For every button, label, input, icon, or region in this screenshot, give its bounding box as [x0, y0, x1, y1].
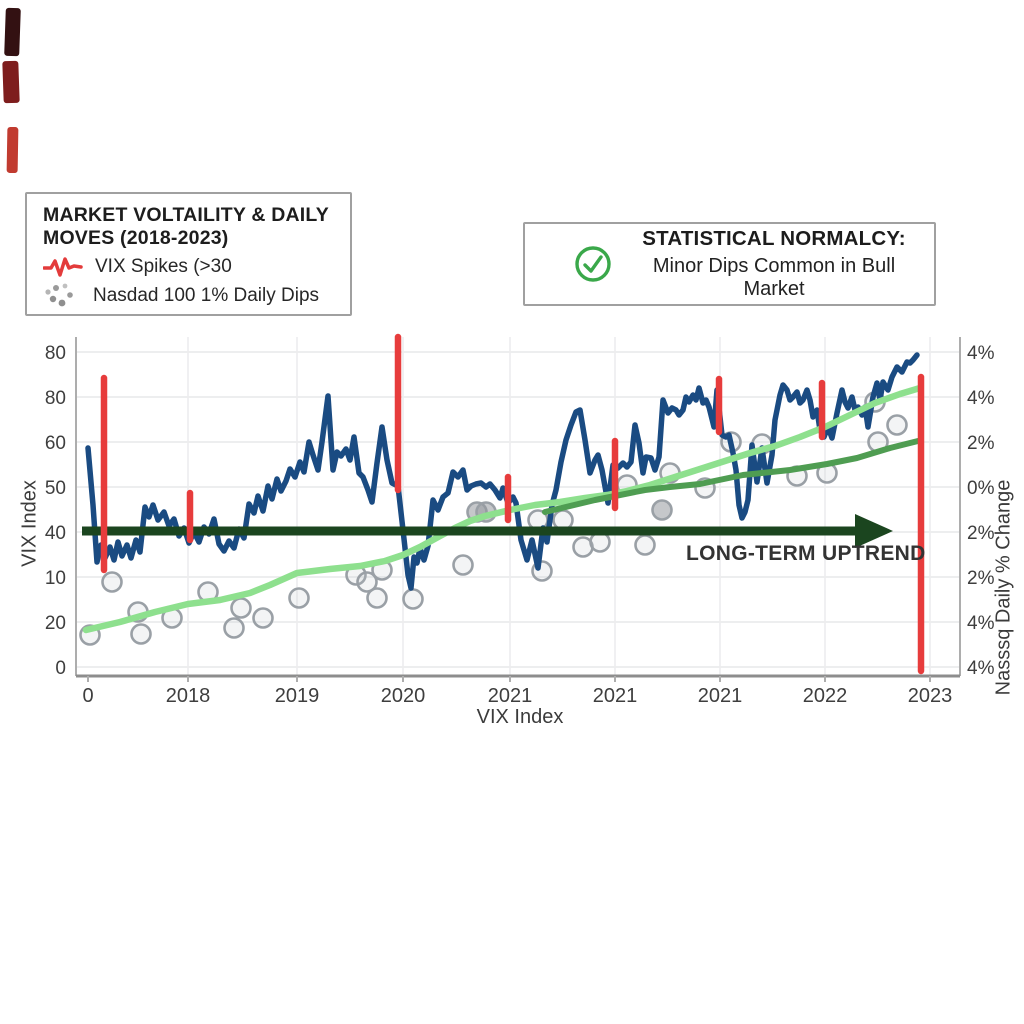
x-tick-label: 2023: [908, 685, 953, 707]
series-nasdaq-trend-dark-green-: [542, 438, 921, 515]
vix-spike-line-icon: [43, 257, 83, 277]
y-right-tick-label: 4%: [967, 388, 995, 409]
legend-item-vix-label: VIX Spikes (>30: [95, 256, 232, 277]
legend-item-nasdaq-label: Nasdad 100 1% Daily Dips: [93, 285, 320, 306]
x-tick-label: 2021: [698, 685, 743, 707]
legend-title-line1: MARKET VOLTAILITY & DAILY: [43, 204, 329, 226]
y-left-tick-label: 80: [45, 388, 66, 409]
y-right-tick-label: 2%: [967, 433, 995, 454]
y-left-tick-label: 80: [45, 343, 66, 364]
daily-dip-dot: [130, 623, 152, 645]
y-left-tick-label: 40: [45, 523, 66, 544]
daily-dip-dot: [651, 499, 673, 521]
legend-item-nasdaq-dips: Nasdad 100 1% Daily Dips: [43, 283, 338, 309]
y-left-tick-label: 50: [45, 478, 66, 499]
edge-artifact-1: [4, 7, 21, 57]
y-right-tick-label: 2%: [967, 568, 995, 589]
daily-dip-dot: [252, 607, 274, 629]
y-left-tick-label: 10: [45, 568, 66, 589]
callout-title: STATISTICAL NORMALCY:: [642, 227, 906, 250]
callout-subtitle: Minor Dips Common in Bull Market: [652, 255, 896, 300]
daily-dip-dot: [288, 587, 310, 609]
legend-title-line2: MOVES (2018-2023): [43, 227, 229, 249]
long-term-uptrend-label: LONG-TERM UPTREND: [686, 542, 926, 565]
statistical-normalcy-callout: STATISTICAL NORMALCY: Minor Dips Common …: [523, 222, 936, 306]
y-axis-title-left: VIX Index: [18, 480, 41, 567]
y-right-tick-label: 0%: [967, 478, 995, 499]
y-right-tick-label: 4%: [967, 343, 995, 364]
check-circle-icon: [575, 246, 611, 282]
daily-dip-dot: [356, 571, 378, 593]
uptrend-arrow-head: [855, 514, 893, 548]
daily-dip-dot: [452, 554, 474, 576]
y-right-tick-label: 4%: [967, 658, 995, 679]
legend-item-vix-spikes: VIX Spikes (>30: [43, 255, 338, 279]
x-tick-label: 2019: [275, 685, 320, 707]
edge-artifact-2: [2, 60, 20, 104]
x-tick-label: 0: [82, 685, 93, 707]
x-tick-label: 2022: [803, 685, 848, 707]
daily-dip-dot: [886, 414, 908, 436]
daily-dip-dot: [634, 534, 656, 556]
x-tick-label: 2020: [381, 685, 426, 707]
daily-dip-dot: [101, 571, 123, 593]
y-left-tick-label: 60: [45, 433, 66, 454]
daily-dip-dot: [366, 587, 388, 609]
y-axis-title-right: Nasssq Daily % Change: [992, 479, 1015, 696]
scatter-dots-icon: [45, 283, 73, 307]
y-left-tick-label: 0: [55, 658, 66, 679]
y-left-tick-label: 20: [45, 613, 66, 634]
daily-dip-dot: [402, 588, 424, 610]
x-tick-label: 2021: [488, 685, 533, 707]
x-tick-label: 2018: [166, 685, 211, 707]
y-right-tick-label: 4%: [967, 613, 995, 634]
daily-dip-dot: [223, 617, 245, 639]
daily-dip-dot: [230, 597, 252, 619]
edge-artifact-3: [6, 126, 19, 174]
callout-text: STATISTICAL NORMALCY: Minor Dips Common …: [630, 227, 934, 301]
x-axis-title: VIX Index: [476, 706, 564, 728]
y-right-tick-label: 2%: [967, 523, 995, 544]
legend-box: MARKET VOLTAILITY & DAILY MOVES (2018-20…: [25, 192, 352, 316]
x-tick-label: 2021: [593, 685, 638, 707]
